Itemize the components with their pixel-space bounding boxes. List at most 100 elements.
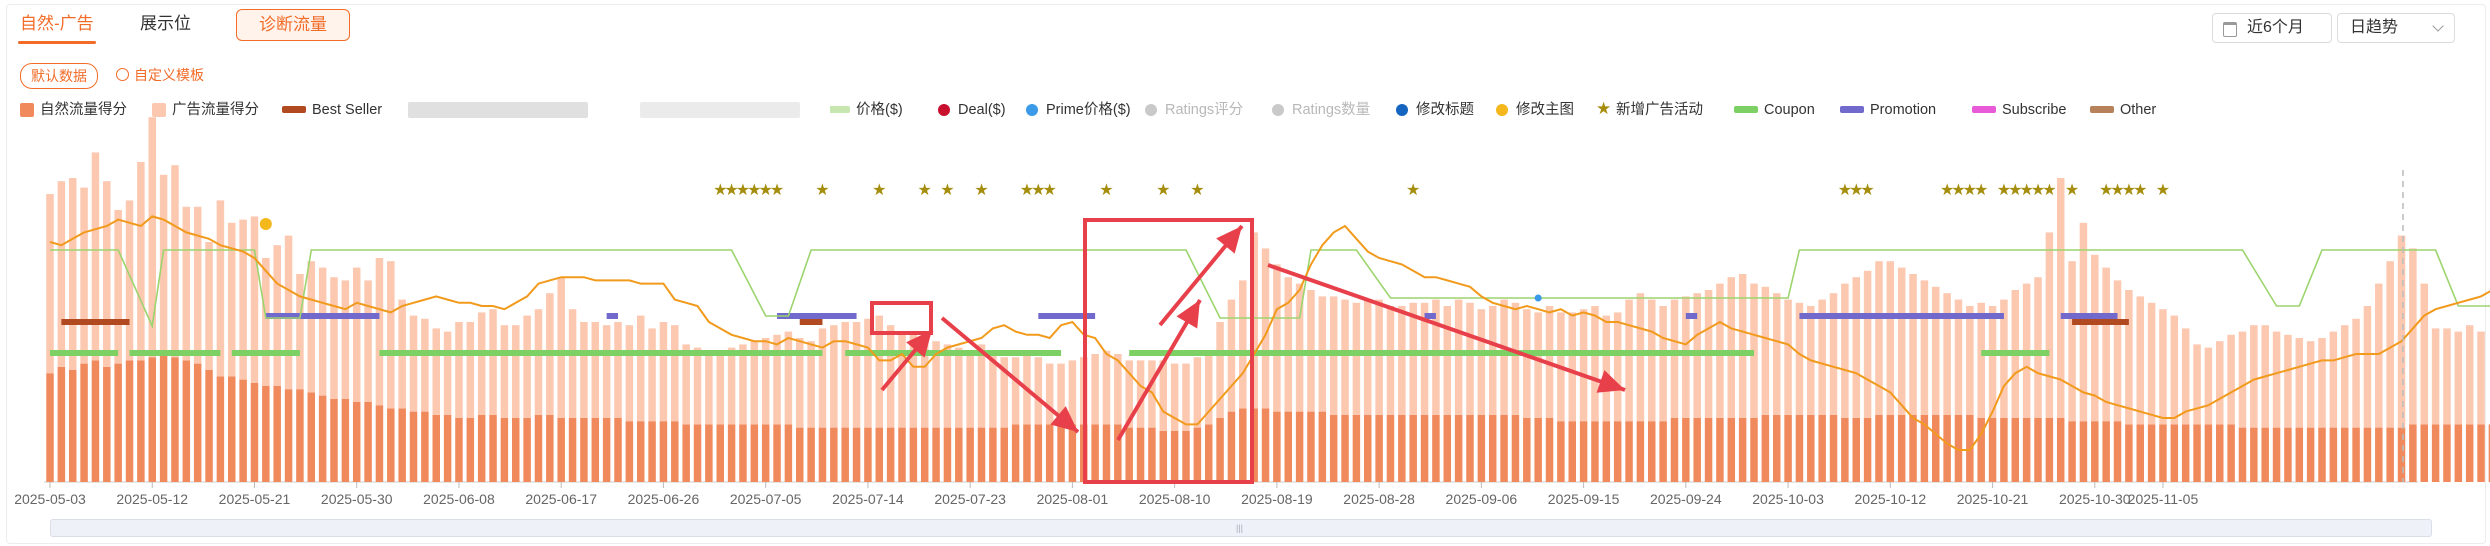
- bar-organic: [1602, 421, 1611, 482]
- bar-organic: [2113, 421, 2122, 482]
- bar-organic: [1693, 418, 1701, 482]
- bar-ad: [1261, 248, 1270, 409]
- bar-ad: [841, 322, 849, 428]
- trend-value: 日趋势: [2350, 19, 2399, 36]
- bar-ad: [636, 315, 645, 422]
- date-range-select[interactable]: 近6个月: [2212, 13, 2332, 43]
- bar-ad: [648, 328, 656, 422]
- bar-organic: [727, 424, 736, 482]
- bar-organic: [1261, 408, 1270, 482]
- bar-organic: [2375, 427, 2383, 482]
- x-tick-label: 2025-10-12: [1855, 491, 1927, 507]
- bar-ad: [1659, 306, 1667, 422]
- x-tick-label: 2025-10-21: [1957, 491, 2029, 507]
- bar-ad: [1943, 293, 1951, 415]
- bar-organic: [250, 382, 259, 482]
- star-icon: ★: [1963, 180, 1977, 199]
- bar-organic: [580, 418, 588, 482]
- bar-ad: [830, 325, 838, 428]
- tab-diagnose-traffic[interactable]: 诊断流量: [236, 9, 350, 41]
- bar-organic: [489, 414, 497, 482]
- bar-organic: [1273, 411, 1281, 482]
- x-tick-label: 2025-06-17: [525, 491, 597, 507]
- bar-organic: [318, 395, 327, 482]
- bar-ad: [2272, 331, 2281, 428]
- bar-ad: [1863, 270, 1872, 418]
- bar-ad: [1477, 309, 1486, 415]
- bar-organic: [2397, 427, 2406, 482]
- bar-ad: [137, 162, 145, 361]
- bar-ad: [216, 200, 225, 377]
- default-data-button[interactable]: 默认数据: [20, 63, 98, 89]
- bar-organic: [591, 418, 600, 482]
- star-icon: ★: [1020, 180, 1034, 199]
- annotation-arrow-2-head: [1050, 406, 1078, 432]
- star-icon: ★: [918, 180, 932, 199]
- bar-organic: [2136, 424, 2144, 482]
- bar-ad: [1102, 350, 1111, 425]
- bar-organic: [1818, 414, 1826, 482]
- bar-ad: [2454, 331, 2463, 425]
- bar-organic: [466, 418, 475, 482]
- bar-organic: [1613, 421, 1622, 482]
- bar-organic: [1579, 421, 1588, 482]
- bar-ad: [1988, 306, 1997, 418]
- trend-select[interactable]: 日趋势: [2337, 13, 2455, 43]
- bar-organic: [659, 421, 668, 482]
- bar-organic: [716, 424, 724, 482]
- bar-organic: [1557, 421, 1565, 482]
- star-icon: ★: [747, 180, 761, 199]
- bar-ad: [1091, 354, 1099, 425]
- bar-organic: [216, 376, 225, 482]
- bar-ad: [1727, 277, 1736, 418]
- custom-template-button[interactable]: 自定义模板: [116, 63, 204, 87]
- bar-organic: [909, 427, 918, 482]
- bar-ad: [2363, 306, 2372, 428]
- star-icon: ★: [2019, 180, 2033, 199]
- bar-ad: [148, 117, 156, 358]
- bar-ad: [1591, 306, 1599, 422]
- bar-organic: [784, 424, 793, 482]
- bar-organic: [648, 421, 656, 482]
- bar-organic: [273, 386, 281, 482]
- bar-organic: [1409, 414, 1417, 482]
- star-icon: ★: [724, 180, 738, 199]
- bar-organic: [114, 363, 122, 482]
- bar-ad: [1182, 363, 1190, 431]
- bar-ad: [1954, 299, 1963, 415]
- bar-organic: [886, 427, 895, 482]
- bar-organic: [1398, 414, 1406, 482]
- star-icon: ★: [2042, 180, 2056, 199]
- bar-organic: [1841, 418, 1849, 482]
- bar-organic: [2022, 418, 2031, 482]
- bar-ad: [614, 322, 622, 418]
- bar-organic: [91, 360, 100, 482]
- tab-organic-ad[interactable]: 自然-广告: [18, 6, 96, 44]
- bar-ad: [1534, 312, 1542, 418]
- tab-placement[interactable]: 展示位: [140, 14, 191, 33]
- star-icon: ★: [2122, 180, 2136, 199]
- bar-ad: [387, 261, 395, 409]
- zoom-slider[interactable]: |||: [50, 519, 2432, 537]
- x-tick-label: 2025-05-12: [116, 491, 188, 507]
- bar-organic: [477, 414, 486, 482]
- bar-organic: [1488, 414, 1497, 482]
- bar-ad: [1114, 354, 1122, 425]
- x-tick-label: 2025-10-03: [1752, 491, 1824, 507]
- bar-ad: [2431, 328, 2440, 425]
- bar-ad: [1966, 306, 1974, 415]
- bar-organic: [1000, 427, 1008, 482]
- bar-organic: [1772, 414, 1781, 482]
- bar-organic: [2386, 427, 2394, 482]
- annotation-box-main: [1083, 218, 1254, 484]
- bar-organic: [1648, 421, 1656, 482]
- bar-ad: [409, 315, 418, 412]
- bar-organic: [1523, 418, 1531, 482]
- bar-ad: [955, 347, 963, 428]
- star-icon: ★: [2099, 180, 2113, 199]
- bar-ad: [2329, 331, 2338, 428]
- custom-template-label: 自定义模板: [134, 67, 204, 83]
- bar-organic: [2340, 427, 2349, 482]
- bar-ad: [2068, 261, 2076, 422]
- bar-organic: [1284, 411, 1292, 482]
